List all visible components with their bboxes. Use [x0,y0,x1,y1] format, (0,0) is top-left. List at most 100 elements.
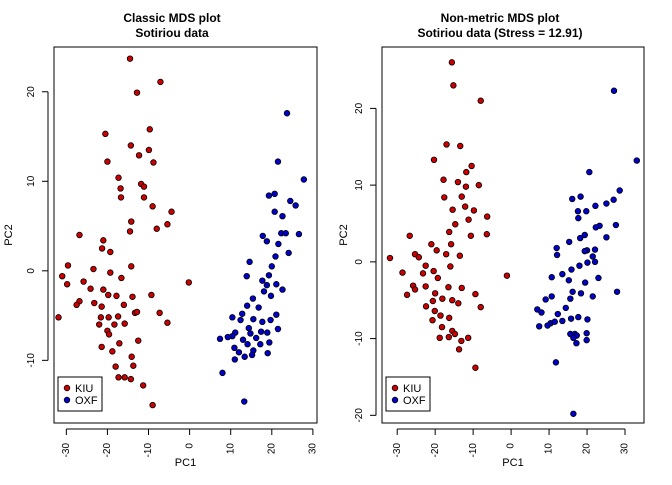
data-point [295,230,303,238]
data-point [429,316,436,324]
data-point [462,183,470,190]
data-point [267,292,275,300]
data-point [271,208,278,215]
data-point [283,110,291,117]
data-point [300,176,308,183]
data-point [265,192,273,199]
data-point [272,253,279,260]
data-point [241,398,248,405]
data-point [438,323,446,331]
data-point [266,339,273,346]
data-point [130,362,137,369]
data-point [447,263,454,270]
data-point [252,334,260,342]
data-point [456,252,464,259]
data-point [150,159,157,166]
data-point [565,238,573,246]
data-point [595,274,602,282]
data-point [235,349,243,356]
y-tick-label: -10 [354,331,365,346]
data-point [591,258,599,266]
data-point [467,232,475,239]
data-point [429,297,437,305]
data-point [603,200,610,207]
data-point [542,296,549,303]
data-point [128,263,135,270]
data-point [451,330,459,338]
data-point [287,197,294,205]
data-point [567,315,575,322]
data-point [457,142,464,150]
data-point [403,291,411,299]
data-point [97,314,105,321]
data-point [581,247,588,255]
data-point [445,333,453,341]
data-point [445,283,452,291]
data-point [584,316,591,323]
data-point [544,322,551,329]
data-point [126,55,134,62]
data-point [113,292,120,300]
data-point [559,270,566,278]
data-point [446,314,453,322]
data-point [98,343,105,351]
data-point [472,290,479,298]
data-point [406,232,413,239]
data-point [538,309,545,316]
data-point [255,304,262,311]
x-tick-label: 10 [544,443,555,455]
x-tick-label: -10 [468,443,479,458]
data-point [470,207,478,214]
data-point [117,194,125,201]
y-tick-label: 20 [26,86,37,98]
data-point [603,234,610,241]
data-point [133,308,141,316]
data-point [112,363,119,370]
data-point [422,283,429,290]
x-tick-label: -30 [392,443,403,458]
x-tick-label: 0 [506,443,517,449]
data-point [592,202,599,210]
data-point [229,314,236,321]
legend-label-oxf: OXF [75,395,98,407]
data-point [436,334,443,342]
legend-label-oxf: OXF [403,395,426,407]
data-point [570,410,577,417]
data-point [483,231,490,238]
data-point [584,259,591,266]
data-point [575,313,582,321]
x-tick-label: -20 [430,443,441,458]
legend-marker-kiu [63,384,71,392]
data-point [148,291,155,299]
data-point [422,303,430,310]
data-point [224,333,232,341]
data-point [447,241,455,248]
data-point [567,295,574,302]
data-point [114,313,122,320]
data-point [274,325,282,333]
x-tick-label: -10 [143,443,154,458]
y-tick-label: 0 [354,259,365,265]
data-point [55,314,62,321]
data-point [100,286,107,293]
data-point [458,193,465,200]
data-point [454,178,462,186]
data-point [264,349,271,357]
data-point [428,241,435,248]
data-point [73,301,80,309]
data-point [153,225,160,232]
data-point [257,328,265,335]
data-point [472,364,479,371]
legend-box [385,376,431,412]
data-point [591,246,599,253]
data-point [589,253,596,260]
x-tick-label: -30 [61,443,72,458]
data-point [551,318,558,325]
y-tick-label: 10 [26,175,37,187]
data-point [536,323,543,330]
data-point [145,146,153,154]
data-point [442,250,450,258]
data-point [430,156,438,163]
data-point [575,214,582,222]
